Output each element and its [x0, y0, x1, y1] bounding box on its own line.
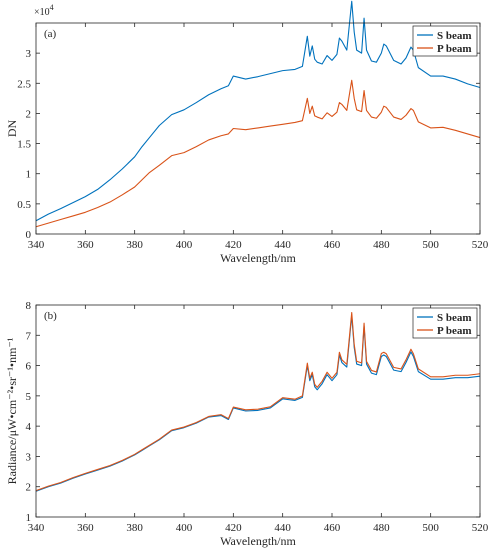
- x-tick-label: 420: [225, 239, 242, 251]
- axes-box: [35, 22, 481, 235]
- series-line-p-beam: [35, 79, 481, 228]
- legend-label: P beam: [437, 325, 472, 337]
- y-tick-label: 1: [26, 169, 32, 181]
- x-tick-label: 380: [126, 522, 143, 534]
- x-tick-label: 360: [77, 239, 94, 251]
- y-tick-label: 0: [26, 229, 32, 241]
- series-line-s-beam: [35, 0, 481, 222]
- y-tick-label: 3: [26, 48, 32, 60]
- y-tick-label: 2: [26, 482, 32, 494]
- y-tick-label: 1.5: [17, 139, 31, 151]
- axes-box: [35, 304, 481, 518]
- x-tick-label: 500: [422, 239, 439, 251]
- x-tick-label: 460: [324, 239, 341, 251]
- y-tick-label: 0.5: [17, 199, 31, 211]
- y-tick-label: 6: [26, 361, 32, 373]
- x-tick-label: 340: [28, 239, 45, 251]
- panel-tag: (b): [44, 310, 57, 322]
- x-tick-label: 520: [472, 522, 489, 534]
- y-tick-label: 2.5: [17, 78, 31, 90]
- legend-label: P beam: [437, 43, 472, 55]
- x-axis-label: Wavelength/nm: [220, 534, 296, 548]
- panel-b: 340 360 380 400 420 440 460 480 500 520 1 2 3 4 5 6 7 8 Wa…: [5, 300, 489, 548]
- x-tick-label: 440: [274, 239, 291, 251]
- x-tick-label: 520: [472, 239, 489, 251]
- y-exponent-label: ×104: [34, 3, 54, 18]
- y-tick-label: 3: [26, 451, 32, 463]
- y-exponent-power: 4: [50, 3, 54, 12]
- x-tick-label: 380: [126, 239, 143, 251]
- y-tick-label: 5: [26, 391, 32, 403]
- x-tick-label: 460: [324, 522, 341, 534]
- legend-box: [412, 307, 478, 339]
- y-axis-label: DN: [5, 120, 19, 138]
- x-tick-label: 360: [77, 522, 94, 534]
- legend-box: [412, 25, 478, 57]
- panel-a: 340 360 380 400 420 440 460 480 500 520 0 0.5 1 1.5 2 2…: [5, 0, 489, 265]
- x-tick-label: 440: [274, 522, 291, 534]
- series-line-s-beam: [35, 315, 481, 492]
- x-axis-label: Wavelength/nm: [220, 251, 296, 265]
- x-tick-label: 340: [28, 522, 45, 534]
- y-tick-label: 2: [26, 108, 32, 120]
- x-tick-label: 480: [373, 239, 390, 251]
- y-tick-label: 7: [26, 330, 32, 342]
- x-tick-label: 400: [176, 522, 193, 534]
- x-tick-label: 500: [422, 522, 439, 534]
- y-tick-label: 8: [26, 300, 32, 312]
- y-tick-label: 1: [26, 512, 32, 524]
- y-tick-label: 4: [26, 421, 32, 433]
- series-line-p-beam: [35, 312, 481, 492]
- legend-label: S beam: [437, 30, 472, 42]
- x-tick-label: 420: [225, 522, 242, 534]
- y-axis-label: Radiance/μW•cm⁻²•sr⁻¹•nm⁻¹: [5, 337, 19, 484]
- panel-tag: (a): [44, 28, 57, 40]
- x-tick-label: 400: [176, 239, 193, 251]
- x-tick-label: 480: [373, 522, 390, 534]
- legend-label: S beam: [437, 312, 472, 324]
